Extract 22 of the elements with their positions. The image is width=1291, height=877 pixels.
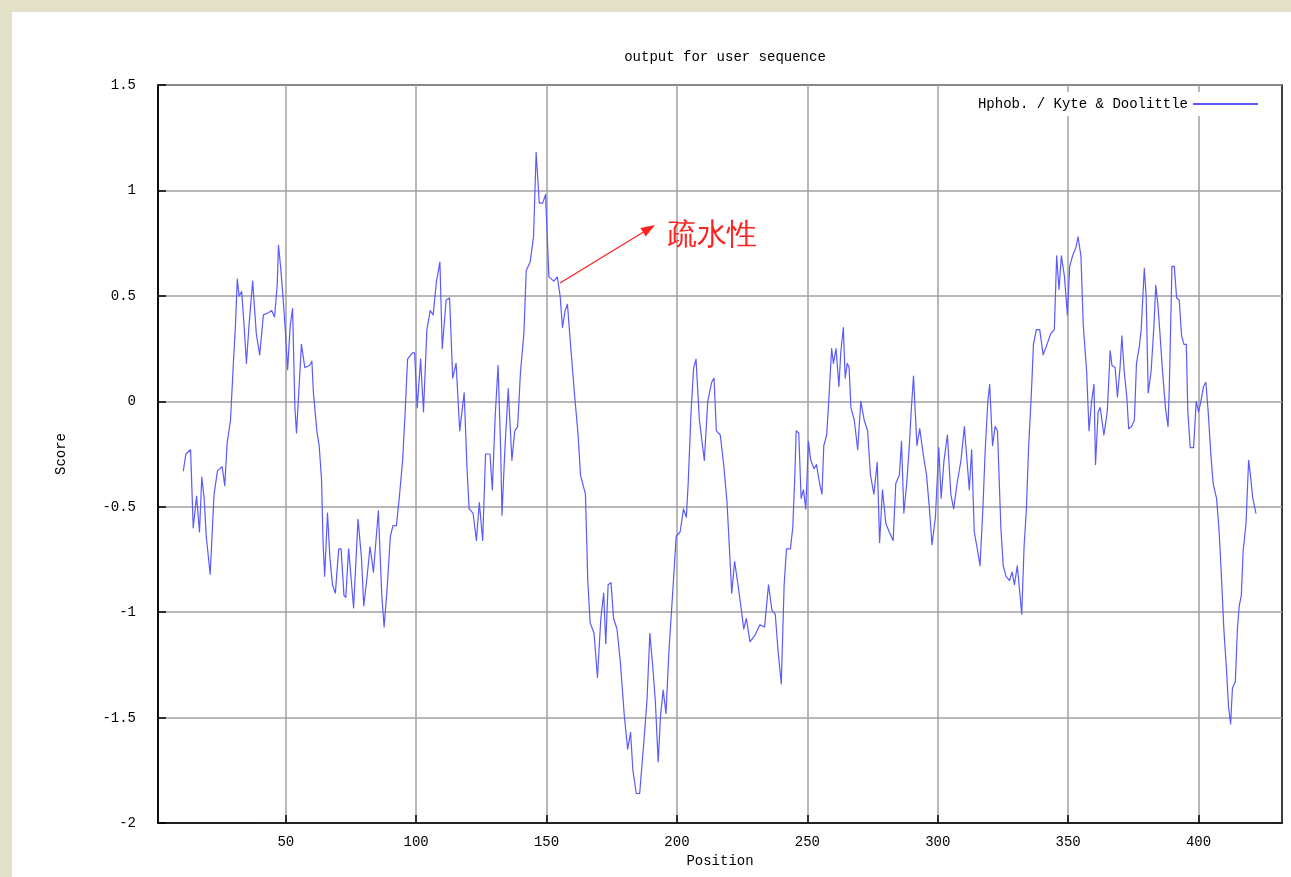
legend-label: Hphob. / Kyte & Doolittle (977, 96, 1188, 112)
x-tick-label: 200 (664, 834, 690, 850)
y-tick-label: -1 (119, 604, 136, 621)
y-tick-label: 0 (127, 393, 136, 410)
y-tick-label: 0.5 (110, 287, 136, 304)
x-tick-label: 250 (794, 834, 820, 850)
y-tick-label: -0.5 (102, 498, 136, 515)
x-tick-label: 150 (533, 834, 560, 850)
x-tick-label: 300 (925, 834, 951, 850)
annotation: 疏水性 (667, 215, 757, 251)
y-tick-label: -2 (119, 815, 136, 831)
y-axis-title: Score (53, 432, 69, 476)
x-tick-label: 350 (1055, 834, 1081, 850)
x-tick-label: 50 (277, 834, 295, 850)
x-axis-title: Position (686, 852, 754, 869)
y-tick-label: -1.5 (102, 709, 136, 726)
y-tick-label: 1.5 (110, 77, 136, 93)
x-tick-label: 400 (1185, 834, 1212, 850)
line-series (182, 151, 1257, 795)
chart-title: output for user sequence (624, 49, 826, 65)
x-tick-label: 100 (403, 834, 429, 850)
y-tick-label: 1 (127, 182, 136, 199)
